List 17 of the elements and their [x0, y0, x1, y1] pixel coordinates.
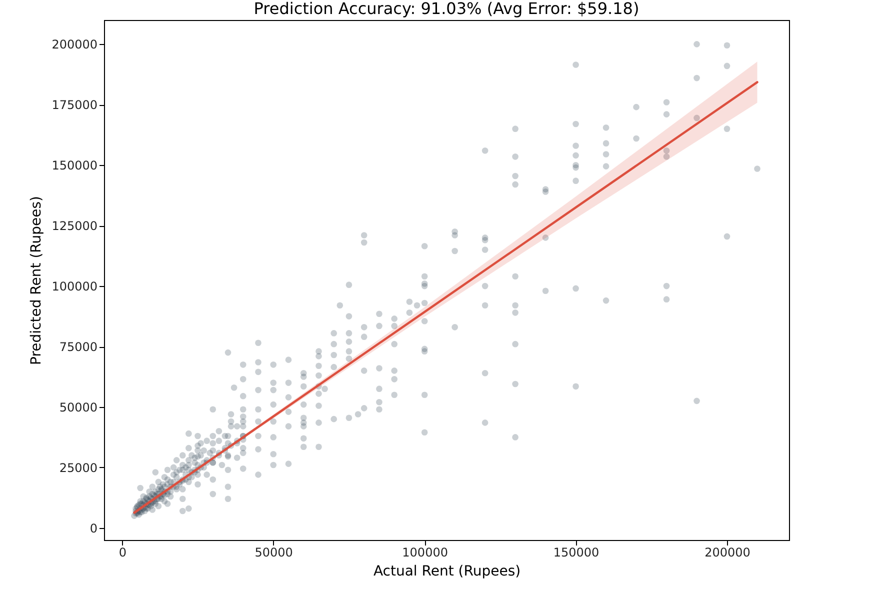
- x-tick-label: 200000: [704, 546, 750, 560]
- y-tick-label: 125000: [52, 219, 98, 234]
- y-tick-label: 150000: [52, 158, 98, 173]
- y-tick-label: 0: [90, 521, 98, 536]
- y-tick-label: 75000: [59, 340, 98, 354]
- y-tick-label: 100000: [52, 280, 98, 294]
- x-tick-label: 0: [118, 546, 126, 560]
- x-tick-label: 50000: [254, 546, 293, 560]
- y-axis-title: Predicted Rent (Rupees): [28, 196, 45, 365]
- x-tick-label: 150000: [553, 546, 600, 560]
- y-tick-label: 175000: [52, 98, 98, 112]
- y-tick-label: 50000: [59, 400, 98, 414]
- chart-title: Prediction Accuracy: 91.03% (Avg Error: $59.18): [254, 0, 640, 18]
- x-tick-label: 100000: [402, 546, 448, 560]
- y-tick-label: 200000: [52, 38, 98, 52]
- x-axis-title: Actual Rent (Rupees): [373, 564, 521, 580]
- y-tick-label: 25000: [59, 460, 98, 475]
